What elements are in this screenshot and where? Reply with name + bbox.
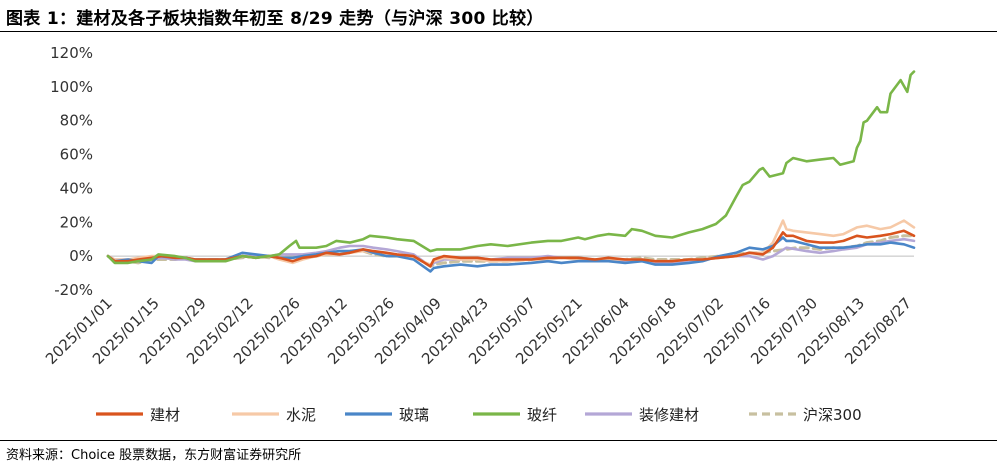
legend: 建材 水泥 玻璃 玻纤 装修建材 沪深300 bbox=[96, 406, 862, 424]
line-chart: -20% 0% 20% 40% 60% 80% 100% 120% 2025/01/01202… bbox=[42, 44, 916, 424]
legend-label: 水泥 bbox=[286, 406, 316, 424]
source-rule bbox=[0, 440, 997, 441]
y-tick-label: -20% bbox=[54, 281, 93, 299]
y-tick-label: 40% bbox=[60, 179, 93, 197]
series-line-3 bbox=[106, 70, 916, 265]
y-axis: -20% 0% 20% 40% 60% 80% 100% 120% bbox=[50, 44, 93, 299]
source-note: 资料来源：Choice 股票数据，东方财富证券研究所 bbox=[6, 448, 302, 463]
legend-label: 建材 bbox=[150, 406, 180, 424]
y-tick-label: 20% bbox=[60, 213, 93, 231]
legend-label: 沪深300 bbox=[803, 406, 862, 424]
y-tick-label: 120% bbox=[50, 44, 93, 62]
legend-label: 装修建材 bbox=[639, 406, 699, 424]
y-tick-label: 60% bbox=[60, 146, 93, 164]
y-tick-label: 100% bbox=[50, 78, 93, 96]
legend-label: 玻纤 bbox=[527, 406, 557, 424]
series-lines bbox=[106, 70, 916, 273]
title-rule bbox=[0, 31, 997, 32]
x-axis: 2025/01/012025/01/152025/01/292025/02/12… bbox=[42, 294, 915, 368]
figure-title: 图表 1：建材及各子板块指数年初至 8/29 走势（与沪深 300 比较） bbox=[6, 9, 544, 29]
y-tick-label: 0% bbox=[69, 247, 93, 265]
legend-label: 玻璃 bbox=[399, 406, 429, 424]
series-line-2 bbox=[106, 236, 916, 273]
y-tick-label: 80% bbox=[60, 112, 93, 130]
